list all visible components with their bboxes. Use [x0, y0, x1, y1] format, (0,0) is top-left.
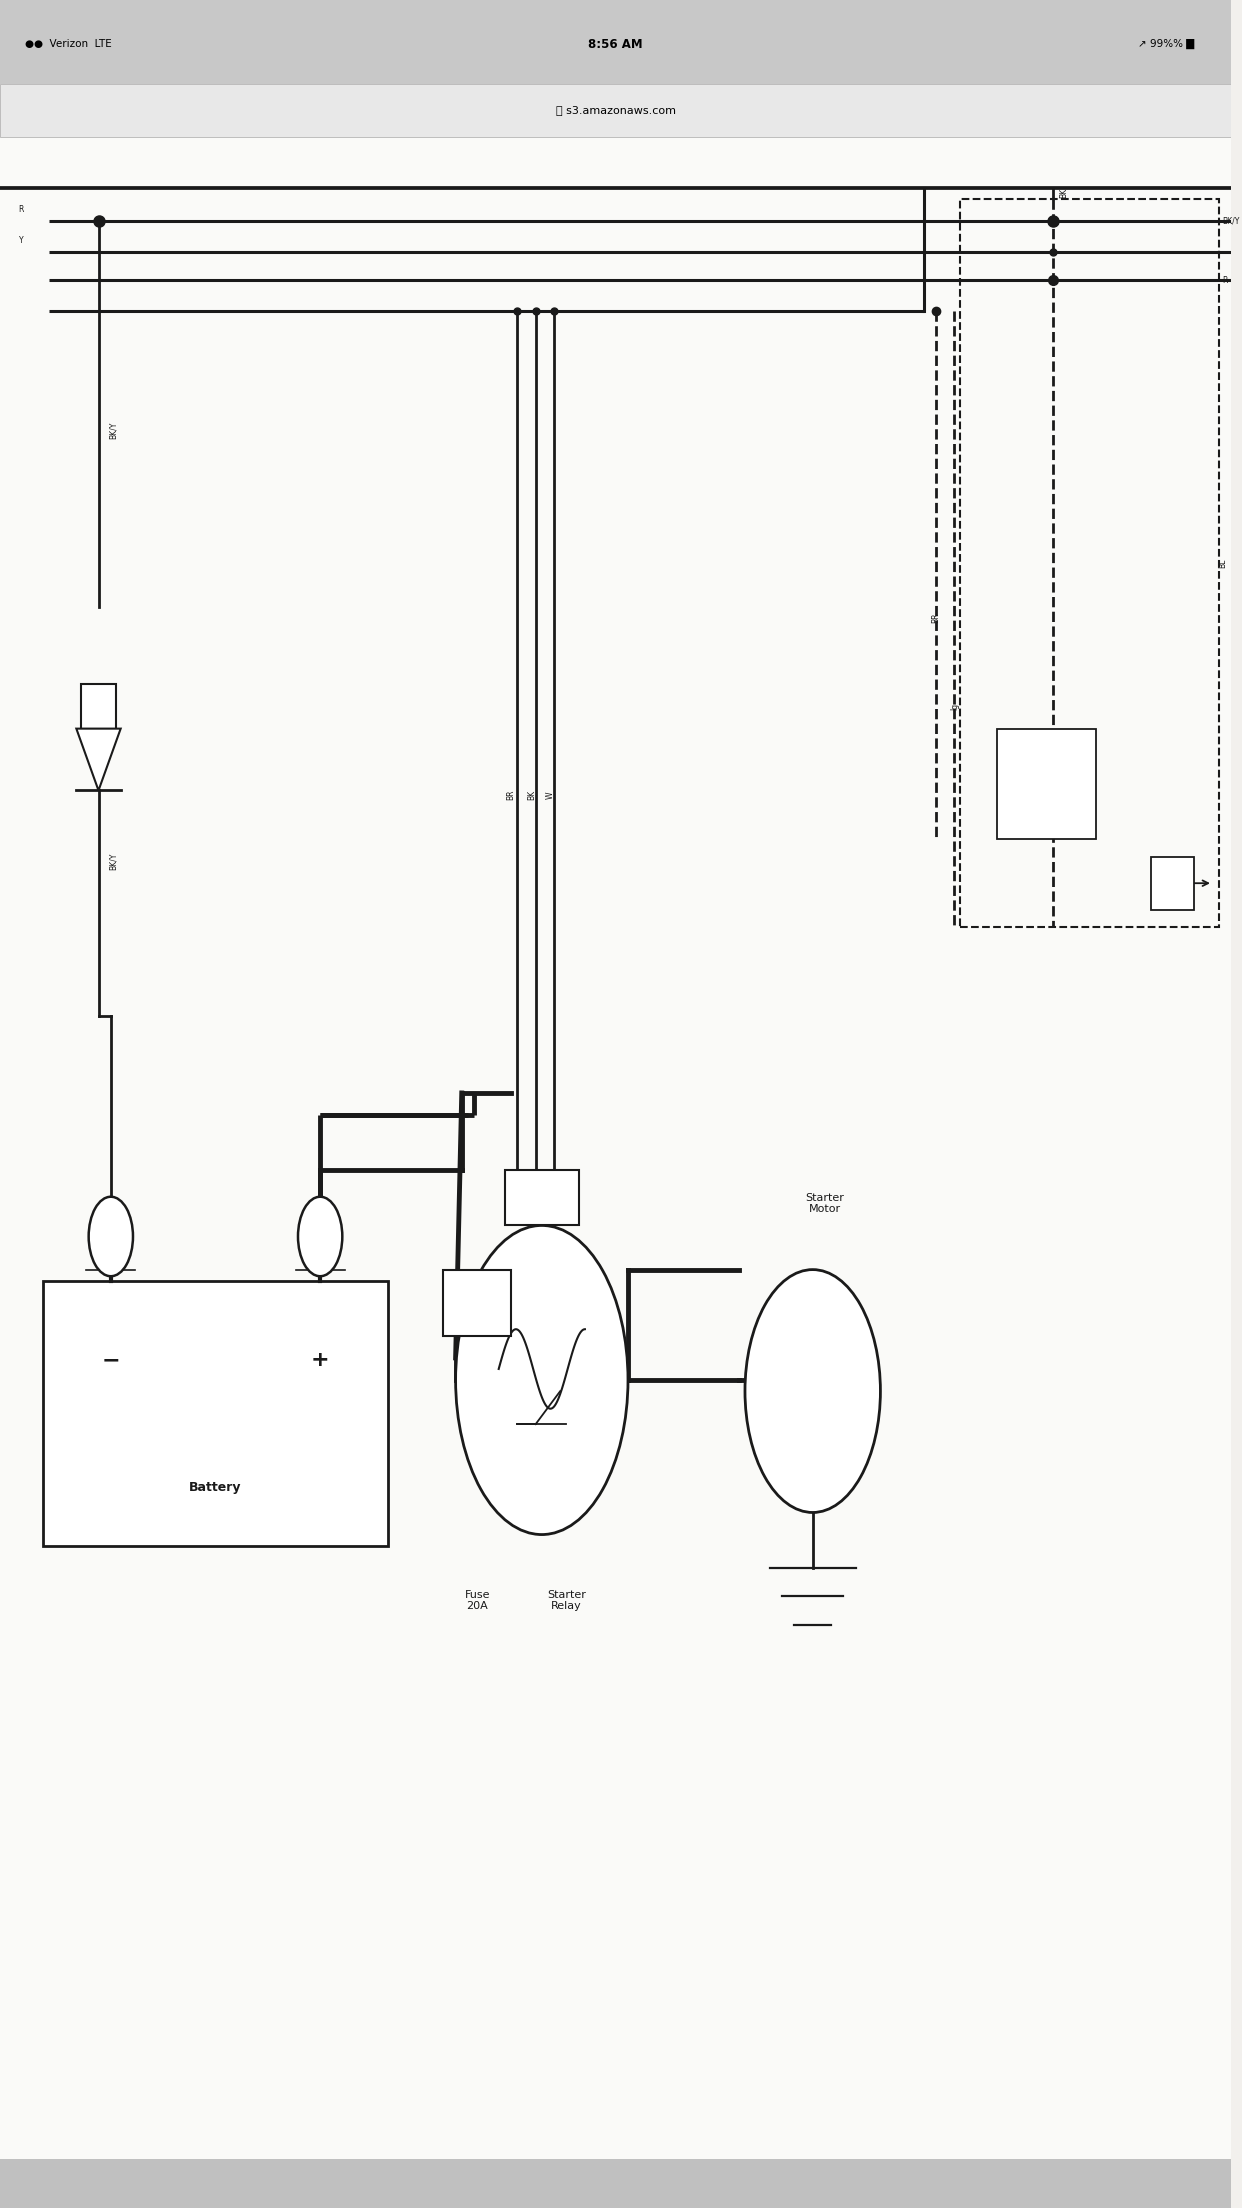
Text: BK/Y: BK/Y: [108, 422, 117, 439]
Text: BR: BR: [932, 614, 940, 623]
Text: BK/Y: BK/Y: [1222, 216, 1240, 225]
Bar: [997, 729, 1095, 839]
Bar: [0, 84, 1231, 137]
Text: BK/Y: BK/Y: [108, 852, 117, 870]
Text: BR: BR: [507, 790, 515, 799]
Text: 🔒 s3.amazonaws.com: 🔒 s3.amazonaws.com: [555, 106, 676, 115]
Text: Starter
Relay: Starter Relay: [546, 1590, 586, 1612]
Bar: [81, 684, 116, 729]
Text: BK: BK: [528, 790, 537, 799]
Text: R: R: [19, 205, 24, 214]
Text: Starter
Motor: Starter Motor: [806, 1192, 845, 1214]
Text: ↗ 99%% █: ↗ 99%% █: [1138, 40, 1195, 49]
Circle shape: [745, 1270, 881, 1512]
Text: Fuse
20A: Fuse 20A: [465, 1590, 489, 1612]
Ellipse shape: [456, 1225, 628, 1535]
Bar: [43, 1281, 388, 1546]
Text: ●●  Verizon  LTE: ●● Verizon LTE: [25, 40, 112, 49]
Circle shape: [298, 1197, 343, 1276]
Text: BK: BK: [1059, 188, 1068, 199]
Text: 8:56 AM: 8:56 AM: [589, 38, 643, 51]
Bar: [1151, 857, 1195, 910]
Text: lg: lg: [950, 702, 959, 711]
Bar: [0, 0, 1231, 84]
Text: Battery: Battery: [189, 1482, 242, 1495]
Text: W: W: [546, 790, 555, 799]
Text: R: R: [1222, 276, 1228, 285]
Text: +: +: [310, 1349, 329, 1371]
Bar: [504, 1170, 579, 1225]
Polygon shape: [76, 729, 120, 790]
Text: −: −: [102, 1349, 120, 1371]
Text: Y: Y: [19, 236, 24, 245]
Circle shape: [88, 1197, 133, 1276]
Bar: [960, 199, 1220, 927]
Bar: [443, 1270, 510, 1336]
Text: BL: BL: [1218, 559, 1227, 567]
Bar: [0, 2159, 1231, 2208]
